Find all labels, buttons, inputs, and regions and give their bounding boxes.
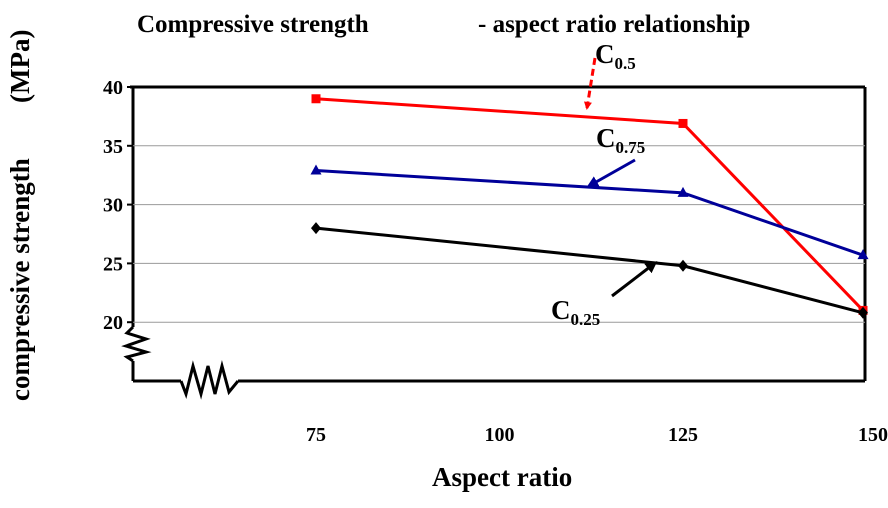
- plot-frame: [121, 85, 867, 400]
- x-tick-label: 75: [306, 424, 326, 446]
- gridlines: [133, 145, 865, 323]
- x-tick-label: 100: [485, 424, 515, 446]
- x-tick-label: 125: [668, 424, 698, 446]
- callout-c05-label: C0.5: [595, 39, 636, 73]
- data-point: [857, 249, 869, 260]
- data-point: [678, 118, 688, 128]
- series-layer: [310, 94, 869, 319]
- x-axis-break-icon: [179, 360, 240, 400]
- callout-c025: C0.25: [551, 261, 658, 329]
- series-line: [315, 168, 864, 257]
- y-tick-label: 35: [103, 136, 123, 158]
- callout-c075-arrow: [586, 158, 636, 188]
- callout-c05-arrow: [583, 57, 597, 110]
- callout-c075-label: C0.75: [596, 123, 645, 157]
- x-tick-label: 150: [858, 424, 888, 446]
- callout-c025-label: C0.25: [551, 295, 600, 329]
- y-axis-unit: (MPa): [5, 30, 35, 103]
- y-tick-labels: 20 25 30 35 40: [103, 77, 133, 334]
- y-axis-break-icon: [121, 325, 152, 363]
- data-point: [678, 259, 688, 272]
- chart-title-part2: - aspect ratio relationship: [478, 11, 750, 38]
- callout-c075: C0.75: [586, 123, 645, 188]
- data-point: [677, 186, 689, 197]
- data-point: [310, 164, 322, 175]
- x-axis-title: Aspect ratio: [432, 462, 572, 492]
- x-tick-labels: 75 100 125 150: [306, 424, 888, 446]
- series-C0.75: [310, 164, 869, 260]
- y-tick-label: 25: [103, 253, 123, 275]
- y-axis-title: compressive strength: [5, 158, 35, 401]
- data-point: [311, 222, 321, 235]
- chart-title-part1: Compressive strength: [137, 11, 369, 38]
- y-tick-label: 30: [103, 195, 123, 217]
- callout-c025-arrow: [611, 261, 658, 298]
- series-C0.25: [311, 222, 868, 319]
- data-point: [858, 306, 868, 319]
- callout-c05: C0.5: [583, 39, 636, 110]
- y-tick-label: 40: [103, 77, 123, 99]
- data-point: [311, 94, 321, 104]
- y-tick-label: 20: [103, 312, 123, 334]
- series-line: [315, 226, 864, 315]
